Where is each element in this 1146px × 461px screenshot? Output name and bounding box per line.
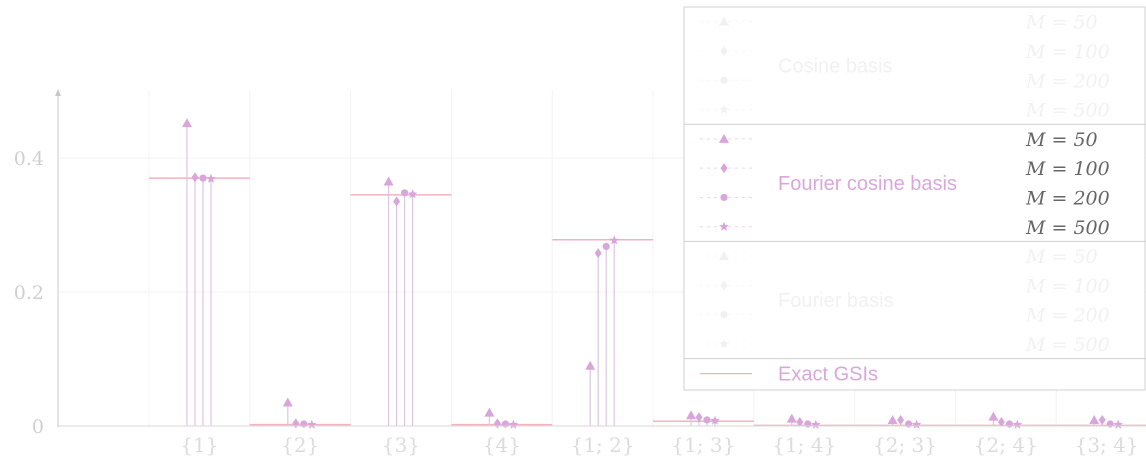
data-point [1113,419,1123,429]
data-point [191,172,199,183]
data-point [401,189,409,197]
x-category-label: {3} [382,433,420,457]
y-tick-labels: 0 0.2 0.4 [14,148,44,438]
data-point [1106,420,1114,428]
data-point [811,419,821,429]
data-point [609,235,619,245]
legend-marker [720,45,728,56]
legend-series-label: M = 200 [1025,187,1110,209]
legend-marker [719,16,729,26]
data-point [686,410,696,420]
data-point [911,419,922,429]
x-category-label: {2; 4} [974,433,1038,457]
y-tick-label: 0 [32,416,44,438]
data-point [501,420,509,428]
data-point [585,360,596,370]
data-point [282,397,293,407]
data-point [887,414,898,424]
legend-group-label: Fourier basis [778,290,894,312]
data-point [1005,420,1014,428]
data-point [1098,414,1106,425]
legend-series-label: M = 500 [1025,334,1110,356]
legend-series-label: M = 50 [1025,12,1098,34]
data-point [1012,419,1023,429]
data-point [407,189,418,199]
x-category-label: {2; 3} [873,433,937,457]
x-category-label: {1; 4} [772,433,836,457]
data-point [493,418,501,429]
data-point [796,416,804,427]
legend-series-label: M = 500 [1025,217,1110,239]
legend-marker [719,104,729,114]
data-point [594,248,602,259]
data-point [199,174,207,182]
x-category-label: {2} [281,433,319,457]
data-point [307,419,317,429]
legend-series-label: M = 200 [1025,305,1110,327]
data-point [300,420,308,428]
data-point [804,420,812,428]
data-point [602,242,610,251]
x-category-label: {1; 3} [671,433,735,457]
data-point [786,413,797,423]
axes [55,89,1146,427]
legend-group-label: Fourier cosine basis [778,173,957,195]
legend-series-label: M = 500 [1025,100,1110,122]
series-stems [182,118,1123,429]
data-point [182,118,192,128]
y-tick-label: 0.4 [14,148,44,170]
data-point [206,173,216,183]
legend-marker [720,311,728,319]
legend-marker [719,133,729,143]
x-category-labels: {1} {2} {3} {4} {1; 2} {1; 3} {1; 4} {2; 3} {2; … [180,433,1138,457]
legend-series-label: M = 100 [1025,41,1110,63]
data-point [484,407,495,417]
legend-group-label: Cosine basis [778,56,893,78]
legend-series-label: M = 50 [1025,246,1098,268]
legend-marker [719,338,729,348]
data-point [897,414,905,425]
data-point [383,176,394,186]
data-point [988,411,999,421]
data-point [905,420,913,428]
legend-marker [720,76,728,84]
data-point [710,415,720,425]
data-point [695,412,703,423]
legend-marker [719,221,729,231]
x-category-label: {1} [180,433,218,457]
legend-series-label: M = 100 [1025,275,1110,297]
legend-marker [719,251,729,261]
data-point [508,419,519,429]
exact-gsi-steps [149,177,1146,427]
legend-marker [720,280,728,291]
data-point [703,416,711,424]
legend-series-label: M = 200 [1025,70,1110,92]
data-point [997,416,1005,427]
x-category-label: {4} [483,433,521,457]
legend-box [683,6,1146,391]
legend-series-label: M = 50 [1025,129,1098,151]
legend-marker [720,193,728,202]
x-category-label: {1; 2} [571,433,635,457]
data-point [292,418,300,429]
x-category-label: {3; 4} [1075,433,1139,457]
y-tick-label: 0.2 [14,282,44,304]
legend-series-label: M = 100 [1025,158,1110,180]
legend-marker [720,163,728,174]
legend: M = 50 M = 100 M = 200 M = 500 Cosine basis M… [683,6,1146,391]
y-axis-arrow [55,89,61,96]
data-point [1089,414,1100,424]
data-point [393,196,401,207]
legend-exact-label: Exact GSIs [778,364,878,386]
